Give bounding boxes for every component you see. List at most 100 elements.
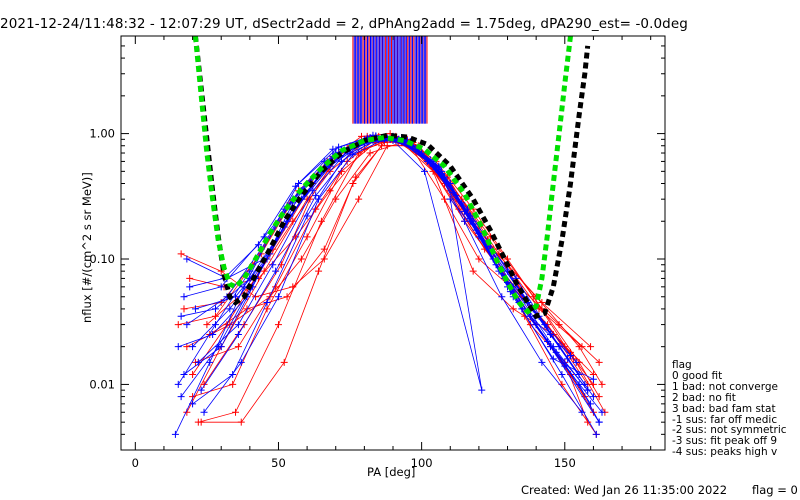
blue-series-point	[466, 215, 474, 223]
red-series-point	[280, 358, 288, 366]
blue-series-point	[183, 255, 191, 263]
blue-series-point	[217, 283, 225, 291]
legend-entry: -3 sus: fit peak off 9	[672, 435, 777, 448]
red-series-line	[186, 141, 594, 375]
red-series-point	[297, 255, 305, 263]
blue-series-point	[209, 331, 217, 339]
blue-series-point	[584, 386, 592, 394]
red-series-point	[174, 321, 182, 329]
created-timestamp: Created: Wed Jan 26 11:35:00 2022	[521, 483, 728, 497]
red-series-point	[578, 343, 586, 351]
legend-entry: 3 bad: bad fam stat	[672, 402, 776, 415]
red-series-point	[189, 370, 197, 378]
blue-series-point	[478, 386, 486, 394]
red-series-point	[320, 245, 328, 253]
blue-series-point	[197, 386, 205, 394]
blue-series-point	[200, 408, 208, 416]
blue-series-point	[211, 321, 219, 329]
blue-series-point	[572, 358, 580, 366]
red-series-point	[200, 380, 208, 388]
blue-series-point	[217, 343, 225, 351]
blue-series-point	[595, 418, 603, 426]
blue-series-point	[546, 343, 554, 351]
blue-series-point	[180, 293, 188, 301]
blue-series-point	[567, 352, 575, 360]
red-series-point	[197, 418, 205, 426]
red-series-point	[186, 274, 194, 282]
red-series-point	[283, 293, 291, 301]
blue-series-point	[335, 143, 343, 151]
blue-series-point	[349, 151, 357, 159]
blue-series-point	[589, 375, 597, 383]
red-series-point	[232, 408, 240, 416]
red-series-point	[234, 343, 242, 351]
red-series-point	[303, 233, 311, 241]
red-series-point	[469, 267, 477, 275]
red-series-point	[211, 312, 219, 320]
green-fit-curve	[192, 35, 573, 315]
blue-series-point	[592, 430, 600, 438]
flag-footer-text: flag = 0	[752, 483, 798, 497]
blue-series-point	[587, 400, 595, 408]
legend-entry: -2 sus: not symmetric	[672, 424, 787, 437]
blue-series-point	[229, 370, 237, 378]
red-series-point	[598, 380, 606, 388]
black-fit-curve	[192, 35, 591, 320]
blue-series-point	[549, 355, 557, 363]
blue-series-point	[177, 393, 185, 401]
blue-series-point	[171, 430, 179, 438]
blue-series-point	[234, 331, 242, 339]
blue-series-point	[598, 408, 606, 416]
red-series-point	[366, 149, 374, 157]
blue-series-point	[544, 337, 552, 345]
y-tick-label: 1.00	[89, 127, 115, 141]
red-series-point	[229, 380, 237, 388]
red-series-point	[203, 321, 211, 329]
blue-series-point	[183, 321, 191, 329]
x-tick-label: 150	[554, 456, 576, 470]
blue-series-point	[292, 182, 300, 190]
blue-series-point	[234, 321, 242, 329]
blue-series-point	[329, 145, 337, 153]
blue-series-point	[174, 380, 182, 388]
blue-series-point	[174, 343, 182, 351]
blue-series-line	[192, 138, 583, 413]
blue-series-line	[183, 135, 589, 391]
blue-series-point	[564, 355, 572, 363]
red-series-point	[177, 250, 185, 258]
blue-series-line	[200, 137, 594, 391]
blue-series-point	[189, 400, 197, 408]
blue-series-point	[498, 293, 506, 301]
blue-series-point	[538, 358, 546, 366]
blue-series-point	[263, 299, 271, 306]
red-series-point	[509, 305, 517, 313]
red-series-point	[260, 267, 268, 275]
red-series-line	[203, 133, 574, 385]
blue-series-point	[303, 212, 311, 220]
x-tick-label: 0	[132, 456, 139, 470]
blue-series-point	[432, 161, 440, 169]
blue-series-line	[183, 138, 571, 375]
blue-series-point	[191, 305, 199, 313]
red-series-point	[237, 418, 245, 426]
x-tick-label: 50	[271, 456, 286, 470]
blue-series-point	[211, 305, 219, 313]
blue-series-point	[446, 195, 454, 203]
flag-legend: flag 0 good fit 1 bad: not converge 2 ba…	[672, 360, 787, 458]
blue-series-line	[186, 137, 580, 375]
blue-series-point	[274, 293, 282, 301]
blue-series-point	[461, 217, 469, 225]
red-series-point	[180, 305, 188, 313]
blue-series-point	[254, 241, 262, 249]
legend-entry: -4 sus: peaks high v	[672, 446, 778, 459]
y-axis-label: nflux [#/(cm^2 s sr MeV)]	[80, 172, 94, 323]
red-series-point	[355, 195, 363, 203]
blue-series-point	[315, 195, 323, 203]
blue-series-point	[189, 343, 197, 351]
red-series-point	[352, 173, 360, 181]
blue-series-point	[337, 157, 345, 165]
blue-series-point	[589, 393, 597, 401]
blue-series-point	[269, 261, 277, 269]
